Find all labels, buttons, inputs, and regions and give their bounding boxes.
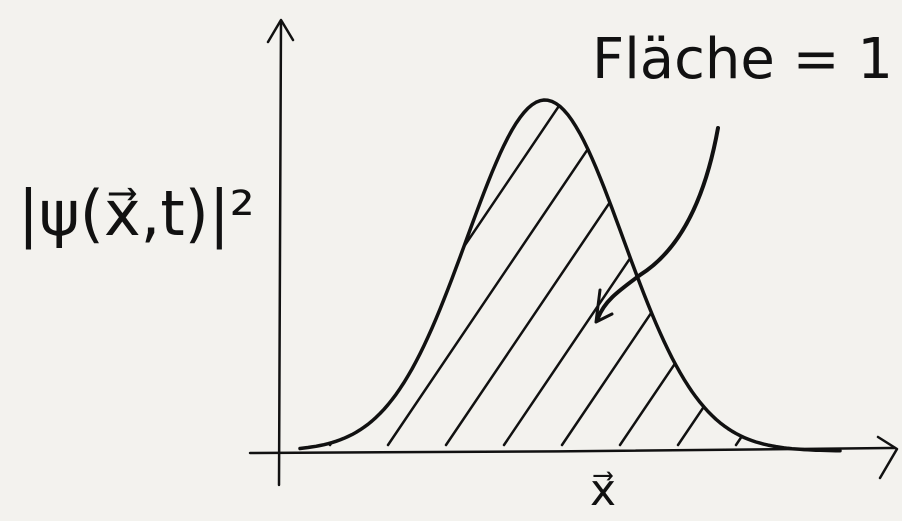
x-axis-arrowhead [876, 435, 899, 480]
y-axis-label: |ψ(x⃗,t)|² [18, 177, 255, 251]
y-axis [277, 20, 283, 487]
annotation-arrow [596, 126, 720, 320]
area-annotation: Fläche = 1 [592, 27, 893, 92]
x-axis-label: x⃗ [590, 465, 616, 516]
annotation-arrowhead [594, 288, 614, 324]
y-axis-arrowhead [266, 18, 295, 44]
probability-curve [298, 98, 842, 453]
